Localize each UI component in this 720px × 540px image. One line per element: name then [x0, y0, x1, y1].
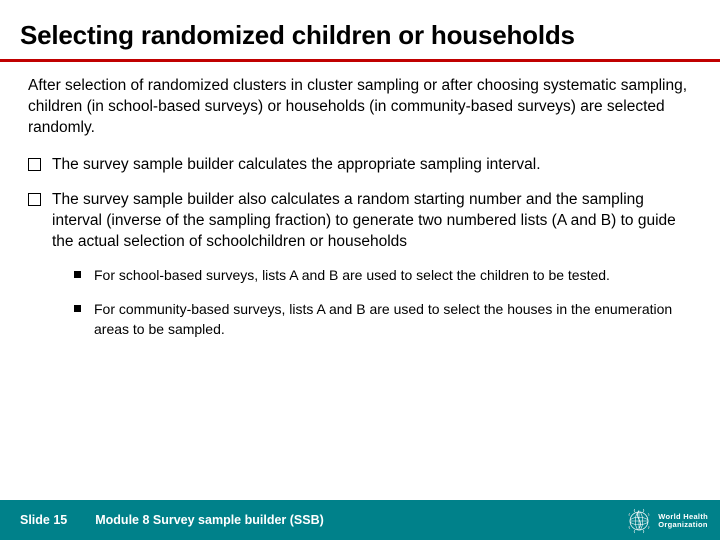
slide-footer: Slide 15 Module 8 Survey sample builder … — [0, 500, 720, 540]
sub-bullet-text: For community-based surveys, lists A and… — [94, 301, 672, 337]
who-logo-text: World Health Organization — [658, 513, 708, 530]
intro-paragraph: After selection of randomized clusters i… — [28, 76, 692, 139]
slide-number: Slide 15 — [0, 513, 67, 527]
bullet-text: The survey sample builder also calculate… — [52, 191, 676, 250]
bullet-text: The survey sample builder calculates the… — [52, 156, 541, 173]
sub-bullet-list: For school-based surveys, lists A and B … — [52, 266, 692, 339]
who-emblem-icon — [624, 506, 654, 536]
sub-bullet-text: For school-based surveys, lists A and B … — [94, 267, 610, 283]
bullet-item: The survey sample builder calculates the… — [28, 155, 692, 176]
slide-container: Selecting randomized children or househo… — [0, 0, 720, 540]
who-logo-line2: Organization — [658, 521, 708, 529]
slide-title: Selecting randomized children or househo… — [0, 0, 720, 59]
sub-bullet-item: For school-based surveys, lists A and B … — [74, 266, 692, 286]
main-bullet-list: The survey sample builder calculates the… — [28, 155, 692, 339]
slide-body: After selection of randomized clusters i… — [0, 76, 720, 339]
title-accent-bar — [0, 59, 720, 62]
module-label: Module 8 Survey sample builder (SSB) — [67, 513, 324, 527]
sub-bullet-item: For community-based surveys, lists A and… — [74, 300, 692, 339]
bullet-item: The survey sample builder also calculate… — [28, 190, 692, 340]
who-logo: World Health Organization — [624, 506, 708, 536]
